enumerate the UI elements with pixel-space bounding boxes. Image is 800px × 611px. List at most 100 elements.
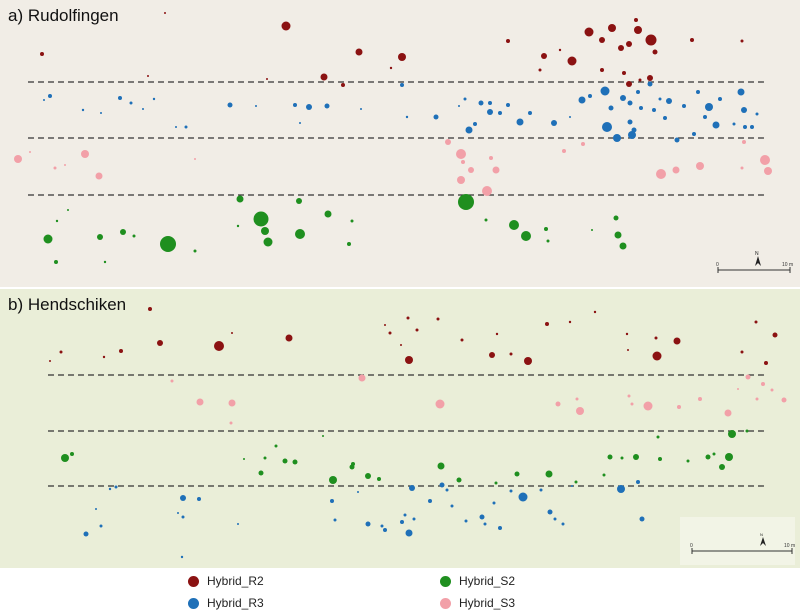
plant-point-s2	[351, 462, 355, 466]
legend-item-s2: Hybrid_S2	[440, 574, 515, 588]
plant-point-r3	[197, 497, 201, 501]
plant-point-r3	[433, 114, 439, 120]
plant-point-r3	[608, 105, 614, 111]
plant-point-s3	[95, 172, 103, 180]
plant-point-r3	[458, 105, 460, 107]
hendschiken-plant-map: N 0 10 m	[48, 307, 795, 565]
plant-point-s3	[764, 167, 772, 175]
legend-swatch-r2	[188, 575, 199, 587]
legend-item-r2: Hybrid_R2	[188, 574, 264, 588]
plant-point-r3	[227, 102, 233, 108]
plant-point-s2	[329, 476, 337, 484]
plant-point-s3	[643, 401, 653, 411]
rudolfingen-plant-map: N 0 10 m	[14, 12, 793, 273]
legend-swatch-r3	[188, 597, 199, 609]
plant-point-r3	[705, 103, 713, 111]
plant-point-s3	[745, 374, 751, 380]
plant-point-r2	[384, 324, 386, 326]
plant-point-r2	[652, 351, 662, 361]
plant-point-s2	[658, 457, 662, 461]
plant-point-r3	[48, 94, 52, 98]
plant-point-s2	[484, 218, 488, 222]
plant-point-r3	[365, 521, 371, 527]
plant-point-s2	[514, 471, 520, 477]
plant-point-s2	[437, 462, 445, 470]
plant-point-r2	[538, 68, 542, 72]
plant-point-r2	[740, 39, 744, 43]
scale-box	[680, 517, 795, 565]
plant-point-r3	[81, 108, 85, 112]
plant-point-r3	[100, 112, 102, 114]
plant-point-r3	[682, 104, 686, 108]
plant-point-s2	[458, 194, 474, 210]
plant-point-s2	[656, 435, 660, 439]
plant-point-r2	[49, 360, 51, 362]
plant-point-r3	[516, 118, 524, 126]
plant-point-s3	[170, 379, 174, 383]
plant-point-r2	[627, 349, 629, 351]
plant-point-s2	[633, 454, 639, 460]
plant-point-r2	[599, 37, 605, 43]
plant-point-s3	[698, 397, 702, 401]
plant-point-r3	[428, 499, 432, 503]
plant-point-r3	[357, 491, 359, 493]
plant-point-s3	[492, 166, 500, 174]
plant-point-r2	[415, 328, 419, 332]
plant-point-r3	[718, 97, 722, 101]
plant-point-r2	[626, 81, 632, 87]
plant-point-r3	[600, 86, 610, 96]
plant-point-r3	[636, 90, 640, 94]
plant-point-s2	[67, 209, 69, 211]
plant-point-s2	[236, 195, 244, 203]
plant-point-s2	[377, 477, 381, 481]
plant-point-s3	[562, 149, 566, 153]
plant-point-r3	[588, 94, 592, 98]
plant-point-r3	[483, 522, 487, 526]
plant-point-r3	[465, 126, 473, 134]
plant-point-s2	[295, 229, 305, 239]
plant-point-s2	[725, 453, 733, 461]
plant-point-r3	[712, 121, 720, 129]
plant-point-r3	[528, 111, 532, 115]
plant-point-r2	[281, 21, 291, 31]
legend-label: Hybrid_S3	[459, 596, 516, 610]
plant-point-r3	[114, 485, 118, 489]
plant-point-s3	[456, 149, 466, 159]
plant-point-r3	[627, 100, 633, 106]
plant-point-r3	[175, 126, 177, 128]
plant-point-s3	[575, 397, 579, 401]
plant-point-s2	[347, 242, 351, 246]
plant-point-r2	[541, 53, 547, 59]
plant-point-r2	[157, 340, 163, 346]
plant-point-r2	[506, 39, 510, 43]
plant-point-r3	[750, 125, 754, 129]
plant-point-s3	[445, 139, 451, 145]
plant-point-r2	[567, 56, 577, 66]
plant-point-s2	[253, 211, 269, 227]
plant-point-s2	[261, 227, 269, 235]
plant-point-s2	[350, 219, 354, 223]
plant-point-s2	[546, 239, 550, 243]
plant-point-r2	[634, 26, 642, 34]
plant-point-s2	[614, 231, 622, 239]
plant-point-r2	[652, 49, 658, 55]
plant-point-s3	[64, 164, 66, 166]
legend-swatch-s3	[440, 597, 451, 609]
plant-point-r3	[129, 101, 133, 105]
plant-point-s3	[742, 140, 746, 144]
plant-point-s2	[120, 229, 126, 235]
plant-point-s3	[755, 397, 759, 401]
plant-point-s2	[365, 473, 371, 479]
plant-point-s3	[457, 176, 465, 184]
plant-point-s2	[521, 231, 531, 241]
plant-point-r3	[636, 480, 640, 484]
plant-point-r3	[741, 107, 747, 113]
plant-point-r3	[330, 499, 334, 503]
plant-point-s3	[489, 156, 493, 160]
legend-swatch-s2	[440, 575, 451, 587]
plant-point-r2	[645, 34, 657, 46]
plant-point-r2	[524, 357, 532, 365]
plant-point-r2	[266, 78, 268, 80]
plant-point-s2	[43, 234, 53, 244]
plant-point-r2	[764, 361, 768, 365]
